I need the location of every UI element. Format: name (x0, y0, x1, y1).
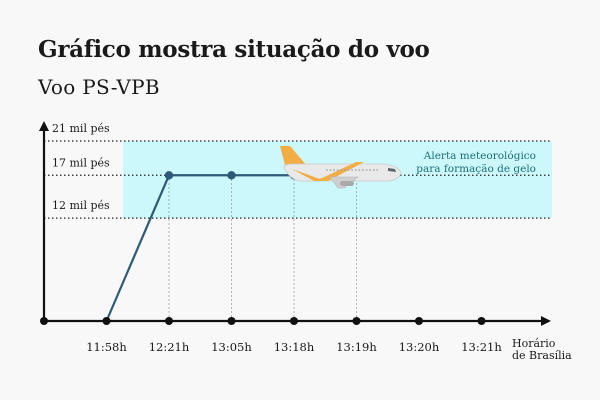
airplane-icon (280, 146, 402, 189)
x-tick-label: 11:58h (86, 340, 127, 354)
y-tick-label: 21 mil pés (52, 122, 110, 135)
x-tick-label: 12:21h (149, 340, 190, 354)
x-axis-tick-dot (165, 317, 173, 325)
x-tick-label: 13:19h (336, 340, 377, 354)
y-tick-label: 17 mil pés (52, 156, 110, 169)
chart-title: Gráfico mostra situação do voo (38, 36, 430, 63)
x-axis-tick-dot (477, 317, 486, 325)
x-tick-label: 13:20h (399, 340, 440, 354)
x-axis-tick-dot (102, 317, 111, 325)
data-point (227, 171, 236, 180)
y-tick-label: 12 mil pés (52, 199, 110, 212)
airplane-livery (292, 162, 364, 181)
x-axis-tick-dot (40, 317, 48, 325)
x-tick-label: 13:21h (461, 340, 502, 354)
x-axis-tick-dot (415, 317, 423, 325)
x-tick-label: 13:05h (211, 340, 252, 354)
x-axis-tick-dot (227, 317, 236, 325)
x-tick-label: 13:18h (274, 340, 315, 354)
airplane-tail (280, 146, 308, 169)
x-axis-tick-dot (290, 317, 298, 325)
x-axis-title: Horário de Brasília (512, 337, 572, 362)
weather-alert-label: Alerta meteorológico para formação de gel… (416, 150, 536, 175)
data-point (164, 171, 174, 180)
chart-subtitle: Voo PS-VPB (38, 75, 160, 99)
x-axis-tick-dot (352, 317, 361, 325)
